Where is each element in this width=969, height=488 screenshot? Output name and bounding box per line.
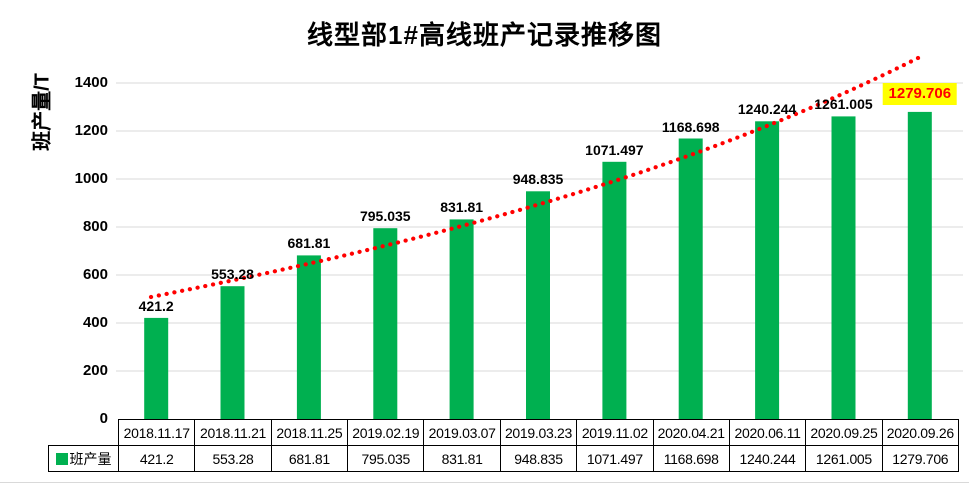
y-tick-label: 400	[82, 314, 108, 331]
data-label: 1261.005	[814, 96, 873, 113]
bar-2020.06.11[interactable]	[755, 121, 780, 420]
bar-2018.11.21[interactable]	[220, 286, 245, 419]
chart-bottom-border	[0, 482, 969, 483]
bar-2019.03.23[interactable]	[526, 191, 550, 419]
table-date-header: 2020.04.21	[652, 419, 730, 446]
table-value-cell: 948.835	[499, 445, 578, 472]
chart-title: 线型部1#高线班产记录推移图	[307, 20, 662, 50]
bar-2018.11.17[interactable]	[144, 317, 169, 419]
y-tick-label: 200	[82, 362, 108, 379]
table-date-header: 2020.09.25	[805, 419, 883, 446]
table-value-cell: 553.28	[194, 445, 272, 472]
table-date-header: 2018.11.17	[117, 419, 196, 446]
legend-swatch-icon	[55, 452, 68, 465]
table-value-cell: 1240.244	[728, 445, 807, 472]
y-tick-label: 600	[82, 266, 108, 283]
table-value-cell: 1168.698	[652, 445, 730, 472]
bar-2020.09.25[interactable]	[831, 116, 856, 420]
table-date-header: 2019.11.02	[576, 419, 654, 446]
table-date-header: 2020.06.11	[728, 419, 807, 446]
data-label: 795.035	[359, 208, 411, 225]
table-spacer-cell	[49, 420, 119, 446]
table-date-header: 2020.09.26	[881, 419, 960, 446]
y-tick-label: 1200	[74, 122, 108, 139]
bar-2020.04.21[interactable]	[678, 138, 703, 420]
table-value-cell: 831.81	[423, 445, 501, 472]
table-value-cell: 1261.005	[805, 445, 883, 472]
table-legend-cell: 班产量	[48, 445, 119, 472]
data-label: 948.835	[512, 171, 564, 188]
data-table: 2018.11.17 2018.11.21 2018.11.25 2019.02.19…	[48, 419, 960, 472]
table-date-header: 2018.11.25	[270, 419, 349, 446]
data-label: 681.81	[287, 235, 331, 252]
table-date-header: 2019.03.07	[423, 419, 501, 446]
data-label: 553.28	[211, 266, 254, 283]
y-tick-label: 800	[82, 218, 108, 235]
bar-2019.11.02[interactable]	[602, 161, 627, 420]
y-tick-label: 1000	[74, 170, 108, 187]
table-value-cell: 681.81	[270, 445, 349, 472]
bar-2019.03.07[interactable]	[449, 219, 474, 419]
table-value-cell: 1071.497	[576, 445, 654, 472]
bar-2018.11.25[interactable]	[296, 255, 321, 419]
table-date-header: 2018.11.21	[194, 419, 272, 446]
table-date-header: 2019.02.19	[347, 419, 425, 446]
data-label: 1240.244	[737, 101, 797, 118]
data-label: 421.2	[138, 297, 174, 314]
data-label: 1168.698	[661, 118, 720, 135]
bar-2020.09.26[interactable]	[907, 111, 932, 420]
trendline[interactable]	[148, 54, 923, 300]
bar-2019.02.19[interactable]	[373, 228, 398, 419]
data-label-highlighted: 1279.706	[882, 82, 958, 105]
table-date-header: 2019.03.23	[499, 419, 578, 446]
legend-label: 班产量	[69, 450, 112, 467]
table-value-cell: 421.2	[117, 445, 196, 472]
y-tick-label: 1400	[74, 74, 108, 91]
data-label: 1071.497	[585, 141, 644, 158]
table-value-cell: 795.035	[347, 445, 425, 472]
y-tick-label: 0	[99, 410, 108, 427]
data-label: 831.81	[440, 199, 484, 216]
table-value-cell: 1279.706	[881, 445, 960, 472]
